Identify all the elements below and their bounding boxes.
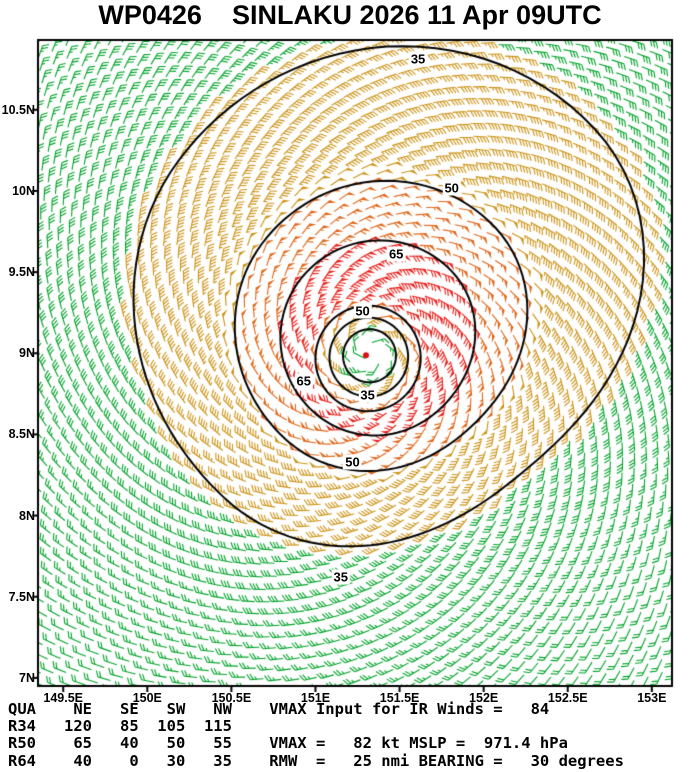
- footer-line-r34: R34 120 85 105 115: [8, 717, 232, 736]
- page-title: WP0426 SINLAKU 2026 11 Apr 09UTC: [98, 0, 602, 30]
- footer-line-r50: R50 65 40 50 55 VMAX = 82 kt MSLP = 971.…: [8, 734, 568, 753]
- footer-stats: QUA NE SE SW NW VMAX Input for IR Winds …: [8, 700, 624, 770]
- footer-line-quadrants: QUA NE SE SW NW VMAX Input for IR Winds …: [8, 700, 550, 718]
- footer-line-r64: R64 40 0 30 35 RMW = 25 nmi BEARING = 30…: [8, 751, 624, 770]
